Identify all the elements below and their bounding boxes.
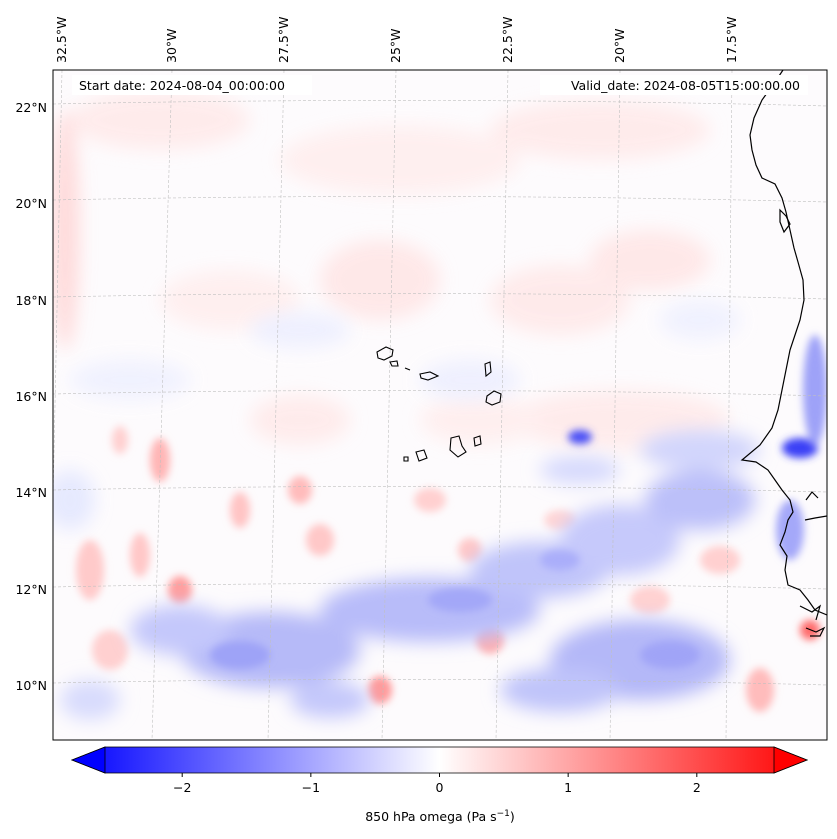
coastline [740,70,827,637]
colorbar-label: 850 hPa omega (Pa s−1) [365,809,515,824]
lat-label-14n: 14°N [15,485,47,500]
colorbar-tick-label: −2 [173,780,191,795]
map-frame [52,69,828,741]
colorbar-bar [70,746,809,774]
lat-label-10n: 10°N [15,678,47,693]
colorbar-tick-label: −1 [302,780,320,795]
lon-label-22-5w: 22.5°W [500,17,515,63]
lat-label-22n: 22°N [15,100,47,115]
start-date-box [72,75,312,95]
colorbar-ticks: −2 −1 0 1 2 [173,773,701,795]
valid-date: Valid_date: 2024-08-05T15:00:00.00 [571,78,800,93]
colorbar-extend-max [773,746,809,774]
lon-label-30w: 30°W [164,28,179,63]
lon-label-27-5w: 27.5°W [276,17,291,63]
valid-date-box [540,75,808,95]
colorbar-extend-min [70,746,106,774]
start-date: Start date: 2024-08-04_00:00:00 [79,78,285,93]
lat-label-16n: 16°N [15,389,47,404]
lat-label-18n: 18°N [15,293,47,308]
colorbar-tick-label: 2 [693,780,701,795]
colorbar-tick-label: 0 [436,780,444,795]
colorbar: −2 −1 0 1 2 850 hPa omega (Pa s−1) [70,746,809,824]
lon-label-32-5w: 32.5°W [54,17,69,63]
lon-label-17-5w: 17.5°W [724,17,739,63]
lat-label-12n: 12°N [15,582,47,597]
cape-verde-islands [376,346,502,462]
omega-field [53,70,827,740]
colorbar-tick-label: 1 [564,780,572,795]
graticule [53,70,827,740]
lon-label-25w: 25°W [388,28,403,63]
lon-label-20w: 20°W [612,28,627,63]
lat-label-20n: 20°N [15,196,47,211]
